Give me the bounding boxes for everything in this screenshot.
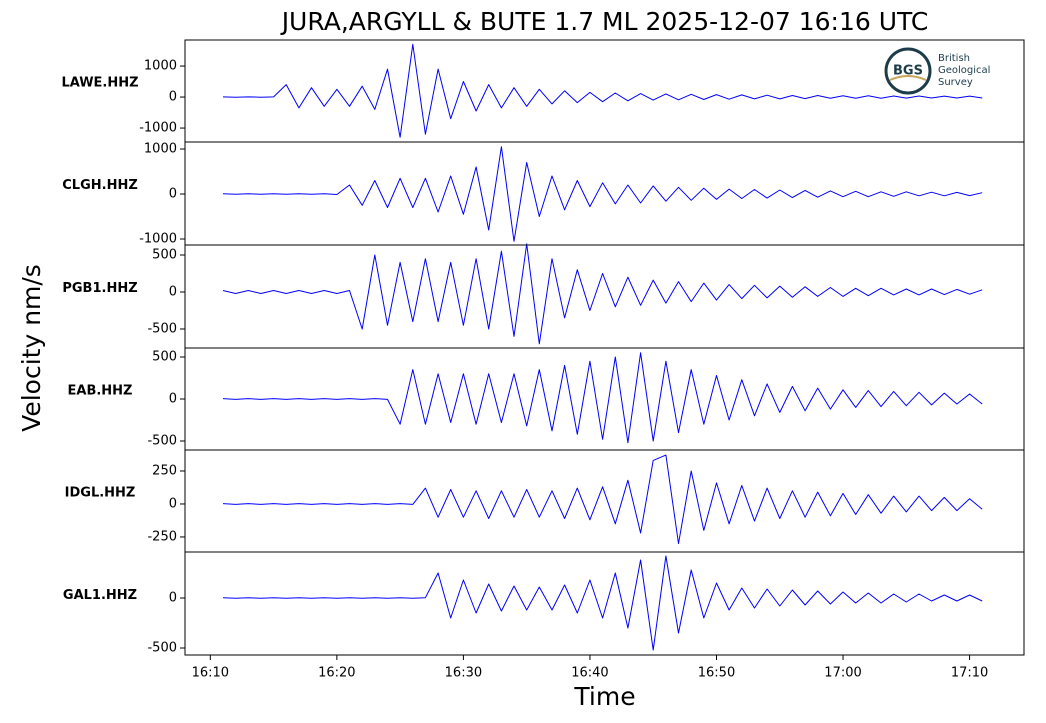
x-tick-label: 16:10 xyxy=(192,666,229,681)
logo-text: British xyxy=(938,53,970,64)
trace xyxy=(222,243,983,345)
y-tick-label: -500 xyxy=(147,641,177,656)
station-label: IDGL.HHZ xyxy=(65,486,136,501)
x-tick-label: 17:10 xyxy=(951,666,988,681)
y-tick-label: -500 xyxy=(147,434,177,449)
trace xyxy=(222,454,983,545)
y-tick-label: 250 xyxy=(152,463,177,478)
panel-frame xyxy=(184,244,1025,349)
x-tick-label: 16:40 xyxy=(571,666,608,681)
y-tick-label: 1000 xyxy=(144,142,177,157)
logo-swoosh xyxy=(889,75,927,81)
y-tick-label: -250 xyxy=(147,529,177,544)
logo: BGS British Geological Survey xyxy=(884,47,990,95)
x-tick-label: 16:30 xyxy=(445,666,482,681)
y-tick-label: 500 xyxy=(152,247,177,262)
y-tick-label: 0 xyxy=(169,187,177,202)
y-tick-label: 0 xyxy=(169,496,177,511)
y-tick-label: 0 xyxy=(169,591,177,606)
logo-ring xyxy=(884,47,932,95)
y-tick-label: 500 xyxy=(152,349,177,364)
station-label: GAL1.HHZ xyxy=(63,588,137,603)
x-tick-label: 16:50 xyxy=(698,666,735,681)
y-tick-label: 0 xyxy=(169,90,177,105)
station-label: CLGH.HHZ xyxy=(62,178,138,193)
x-tick-label: 16:20 xyxy=(318,666,355,681)
trace xyxy=(222,43,983,138)
panel-frame xyxy=(184,551,1025,656)
logo-text: Geological xyxy=(938,65,990,76)
y-tick-label: 0 xyxy=(169,392,177,407)
trace xyxy=(222,146,983,242)
station-label: EAB.HHZ xyxy=(68,384,133,399)
logo-text: Survey xyxy=(938,77,973,88)
station-label: LAWE.HHZ xyxy=(61,76,138,91)
y-tick-label: -1000 xyxy=(139,121,177,136)
x-axis-label: Time xyxy=(573,682,635,711)
y-axis-label: Velocity nm/s xyxy=(17,264,46,432)
y-tick-label: -1000 xyxy=(139,232,177,247)
y-tick-label: 1000 xyxy=(144,59,177,74)
trace xyxy=(222,555,983,651)
logo-mark: BGS xyxy=(893,64,923,79)
x-tick-label: 17:00 xyxy=(824,666,861,681)
panel-frame xyxy=(184,141,1025,246)
trace xyxy=(222,352,983,444)
y-tick-label: -500 xyxy=(147,321,177,336)
chart-title: JURA,ARGYLL & BUTE 1.7 ML 2025-12-07 16:… xyxy=(280,7,929,36)
y-tick-label: 0 xyxy=(169,284,177,299)
station-label: PGB1.HHZ xyxy=(62,281,137,296)
